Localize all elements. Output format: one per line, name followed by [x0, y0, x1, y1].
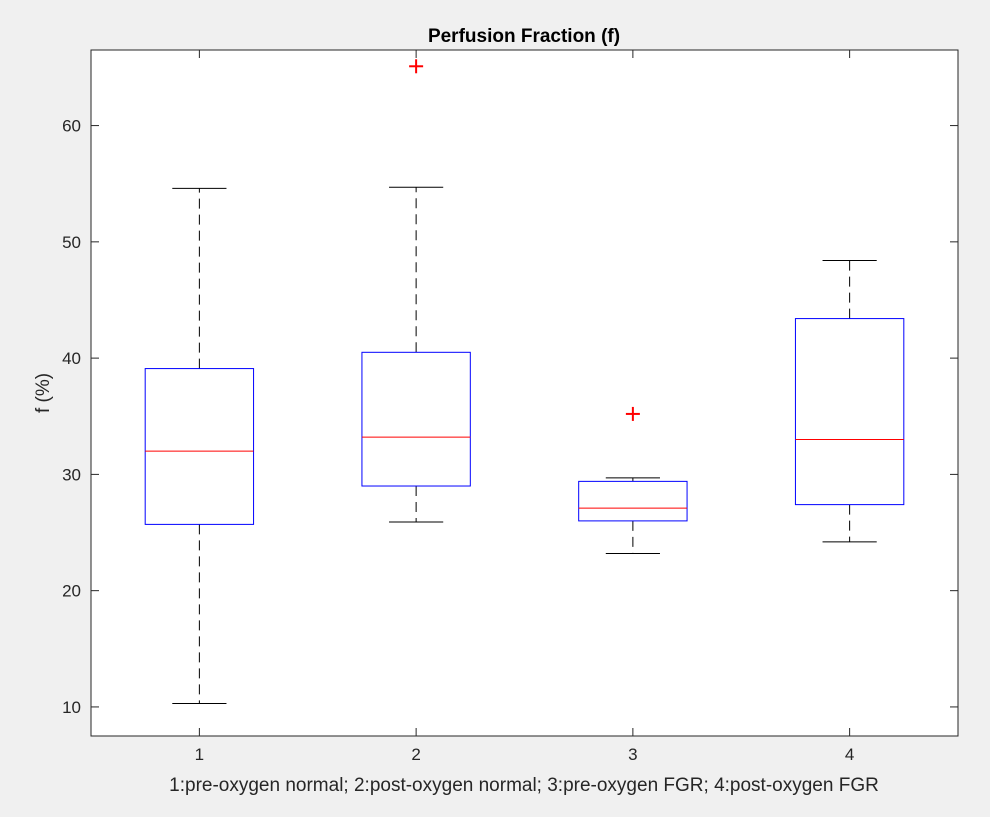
y-tick-label-30: 30 — [62, 465, 81, 484]
box-1 — [144, 368, 255, 525]
y-tick-label-40: 40 — [62, 349, 81, 368]
x-tick-label-3: 3 — [628, 745, 637, 764]
y-axis-label: f (%) — [33, 373, 54, 413]
x-tick-label-1: 1 — [195, 745, 204, 764]
x-axis-label: 1:pre-oxygen normal; 2:post-oxygen norma… — [169, 775, 879, 796]
y-tick-label-10: 10 — [62, 698, 81, 717]
chart-title: Perfusion Fraction (f) — [428, 26, 620, 47]
y-tick-label-50: 50 — [62, 233, 81, 252]
y-tick-label-20: 20 — [62, 582, 81, 601]
y-tick-label-60: 60 — [62, 117, 81, 136]
plot-frame — [90, 49, 959, 737]
box-4 — [794, 318, 905, 506]
outlier-marker-2-1 — [409, 59, 424, 74]
box-3 — [578, 480, 688, 522]
plot-area — [91, 50, 958, 736]
outlier-marker-3-1 — [625, 406, 640, 421]
x-tick-label-4: 4 — [845, 745, 854, 764]
x-tick-label-2: 2 — [411, 745, 420, 764]
box-2 — [361, 351, 471, 487]
